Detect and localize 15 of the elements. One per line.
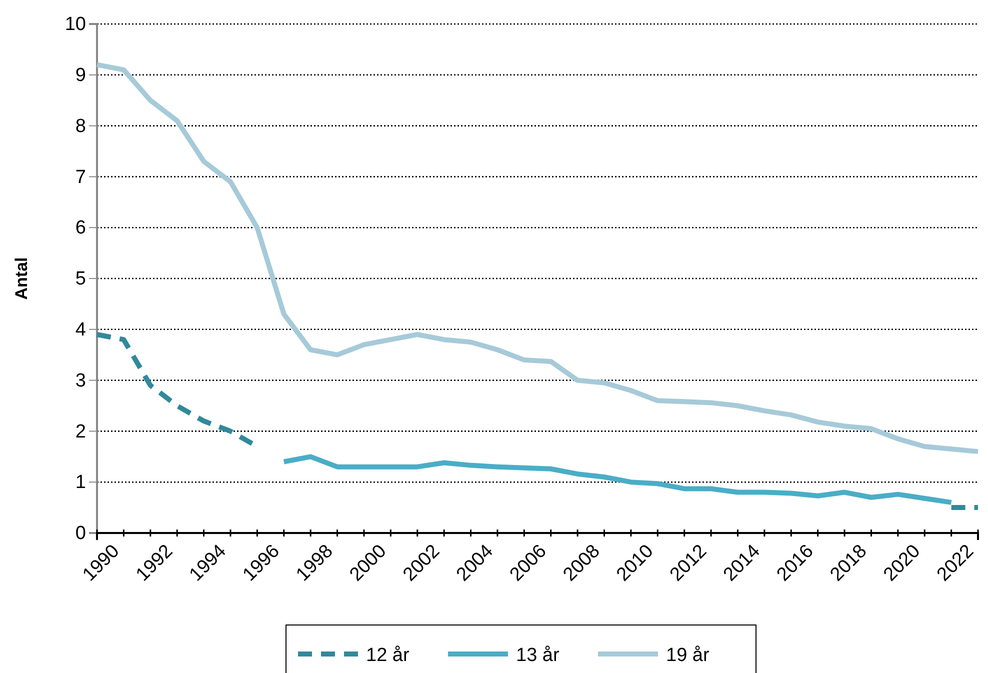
y-tick-label: 0 <box>75 523 86 544</box>
y-axis-title: Antal <box>12 257 31 300</box>
y-tick-label: 10 <box>64 14 86 36</box>
y-tick-label: 4 <box>75 319 86 340</box>
legend-label: 12 år <box>366 645 410 666</box>
y-tick-label: 2 <box>75 421 86 442</box>
y-tick-label: 7 <box>75 166 86 188</box>
y-tick-label: 9 <box>75 64 86 86</box>
y-tick-label: 1 <box>75 472 86 494</box>
legend-label: 13 år <box>516 645 560 666</box>
y-tick-label: 6 <box>75 218 86 239</box>
y-tick-label: 8 <box>75 116 86 137</box>
y-tick-label: 3 <box>75 370 86 392</box>
y-tick-label: 5 <box>75 268 86 290</box>
legend-label: 19 år <box>666 645 710 666</box>
